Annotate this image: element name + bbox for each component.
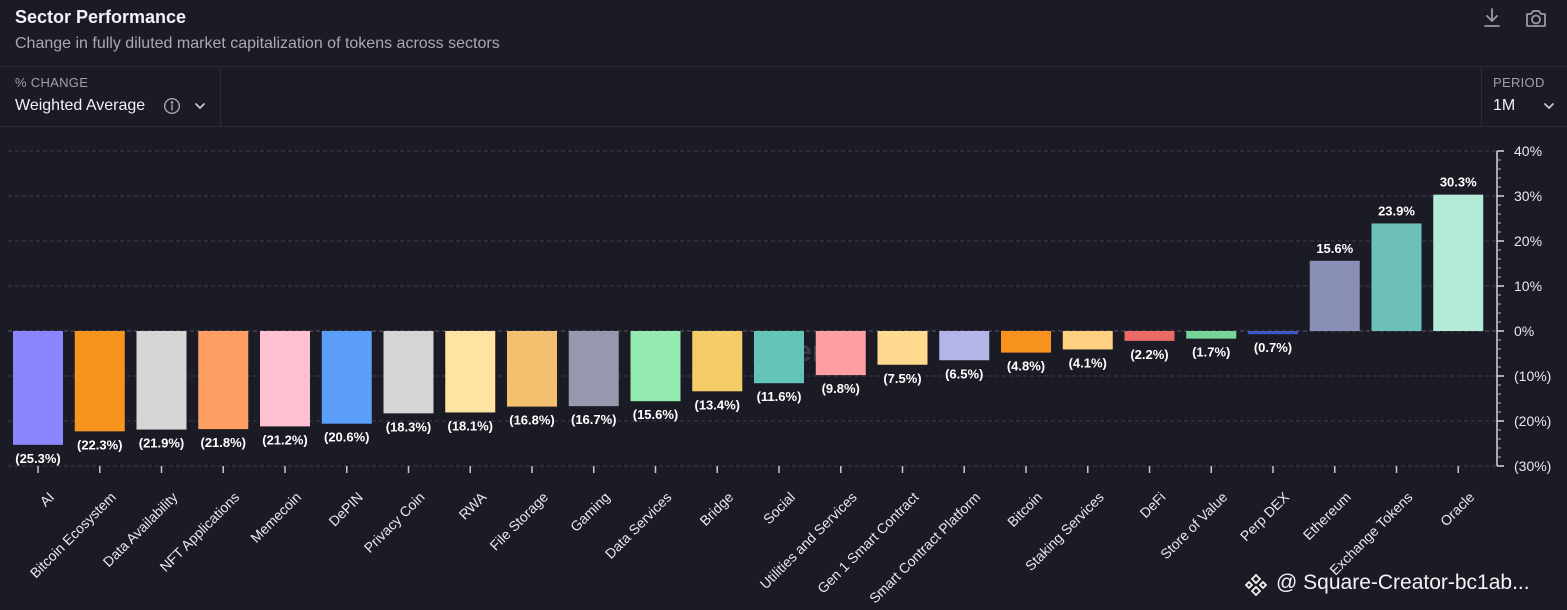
data-label: 23.9% [1378,203,1415,218]
bar [1062,331,1113,350]
download-icon[interactable] [1480,6,1504,30]
bar [1433,194,1484,331]
x-tick-label: Perp DEX [1237,488,1293,544]
x-tick-label: RWA [456,488,490,522]
data-label: (15.6%) [633,407,679,422]
data-label: (0.7%) [1254,340,1292,355]
x-tick-label: DePIN [325,489,365,529]
y-tick-label: 0% [1514,323,1534,339]
data-label: (20.6%) [324,430,370,445]
data-label: (22.3%) [77,437,123,452]
bar [383,331,434,414]
data-label: (9.8%) [822,381,860,396]
x-tick-label: Gaming [567,489,613,535]
bar [877,331,928,365]
data-label: (21.2%) [262,432,308,447]
bar [74,331,125,432]
x-tick-label: AI [36,489,57,510]
data-label: (6.5%) [945,366,983,381]
bar [1124,331,1175,341]
period-selector[interactable]: PERIOD 1M [1481,66,1567,126]
x-tick-label: Bridge [696,489,736,529]
x-tick-label: Privacy Coin [361,489,428,556]
bar [815,331,866,376]
metric-value[interactable]: Weighted Average [15,97,146,114]
x-tick-label: File Storage [486,489,551,554]
bar [321,331,372,424]
x-tick-label: Ethereum [1300,489,1354,543]
bar [568,331,619,407]
data-label: (2.2%) [1130,347,1168,362]
data-label: (16.7%) [571,412,617,427]
chart-title: Sector Performance [15,7,187,27]
data-label: (18.3%) [386,419,432,434]
chevron-down-icon[interactable] [1542,99,1556,113]
metric-label: % CHANGE [15,75,89,90]
x-tick-label: Smart Contract Platform [866,489,983,606]
chevron-down-icon[interactable] [193,99,207,113]
y-tick-label: (30%) [1514,458,1551,474]
data-label: (18.1%) [447,418,493,433]
data-label: (1.7%) [1192,345,1230,360]
data-label: (4.1%) [1069,355,1107,370]
data-label: 30.3% [1440,175,1477,190]
x-tick-label: Social [760,489,798,527]
bar [939,331,990,361]
period-value[interactable]: 1M [1493,97,1516,114]
camera-icon[interactable] [1524,6,1548,30]
bar [754,331,804,384]
x-tick-label: Data Services [602,489,675,562]
y-tick-label: 10% [1514,278,1542,294]
y-tick-label: (10%) [1514,368,1551,384]
chart-header: Sector Performance Change in fully dilut… [0,0,1567,67]
data-label: (21.9%) [139,436,185,451]
bar [1186,331,1237,339]
y-tick-label: 20% [1514,233,1542,249]
bar [445,331,496,413]
sector-bar-chart: 40%30%20%10%0%(10%)(20%)(30%)Artemis(25.… [8,143,1551,606]
data-label: (7.5%) [883,371,921,386]
x-tick-label: DeFi [1136,489,1168,521]
bar [1001,331,1051,353]
chart-controls: % CHANGE Weighted Average PERIOD 1M [0,66,1567,127]
x-tick-label: Memecoin [247,489,304,546]
x-tick-label: Gen 1 Smart Contract [814,489,922,597]
watermark-text: @ Square-Creator-bc1ab... [1276,571,1530,594]
data-label: (21.8%) [200,435,246,450]
data-label: 15.6% [1316,241,1353,256]
y-tick-label: 40% [1514,143,1542,159]
bar [507,331,557,407]
data-label: (25.3%) [15,451,61,466]
x-tick-label: Oracle [1437,489,1478,530]
period-label: PERIOD [1493,75,1545,90]
data-label: (11.6%) [757,389,802,404]
chart-subtitle: Change in fully diluted market capitaliz… [15,35,500,52]
bar [1309,260,1360,331]
info-icon[interactable] [163,97,181,115]
bar [692,331,743,392]
bar [198,331,249,430]
metric-selector[interactable]: % CHANGE Weighted Average [0,66,221,126]
bar [260,331,310,427]
binance-logo-icon [1243,572,1269,598]
x-tick-label: Bitcoin [1004,489,1045,530]
data-label: (16.8%) [509,413,555,428]
bar [136,331,187,430]
bar [13,331,63,445]
bar [1371,223,1422,331]
bar [1248,331,1298,335]
bar [630,331,681,402]
y-tick-label: (20%) [1514,413,1551,429]
data-label: (4.8%) [1007,359,1045,374]
data-label: (13.4%) [694,397,740,412]
y-tick-label: 30% [1514,188,1542,204]
